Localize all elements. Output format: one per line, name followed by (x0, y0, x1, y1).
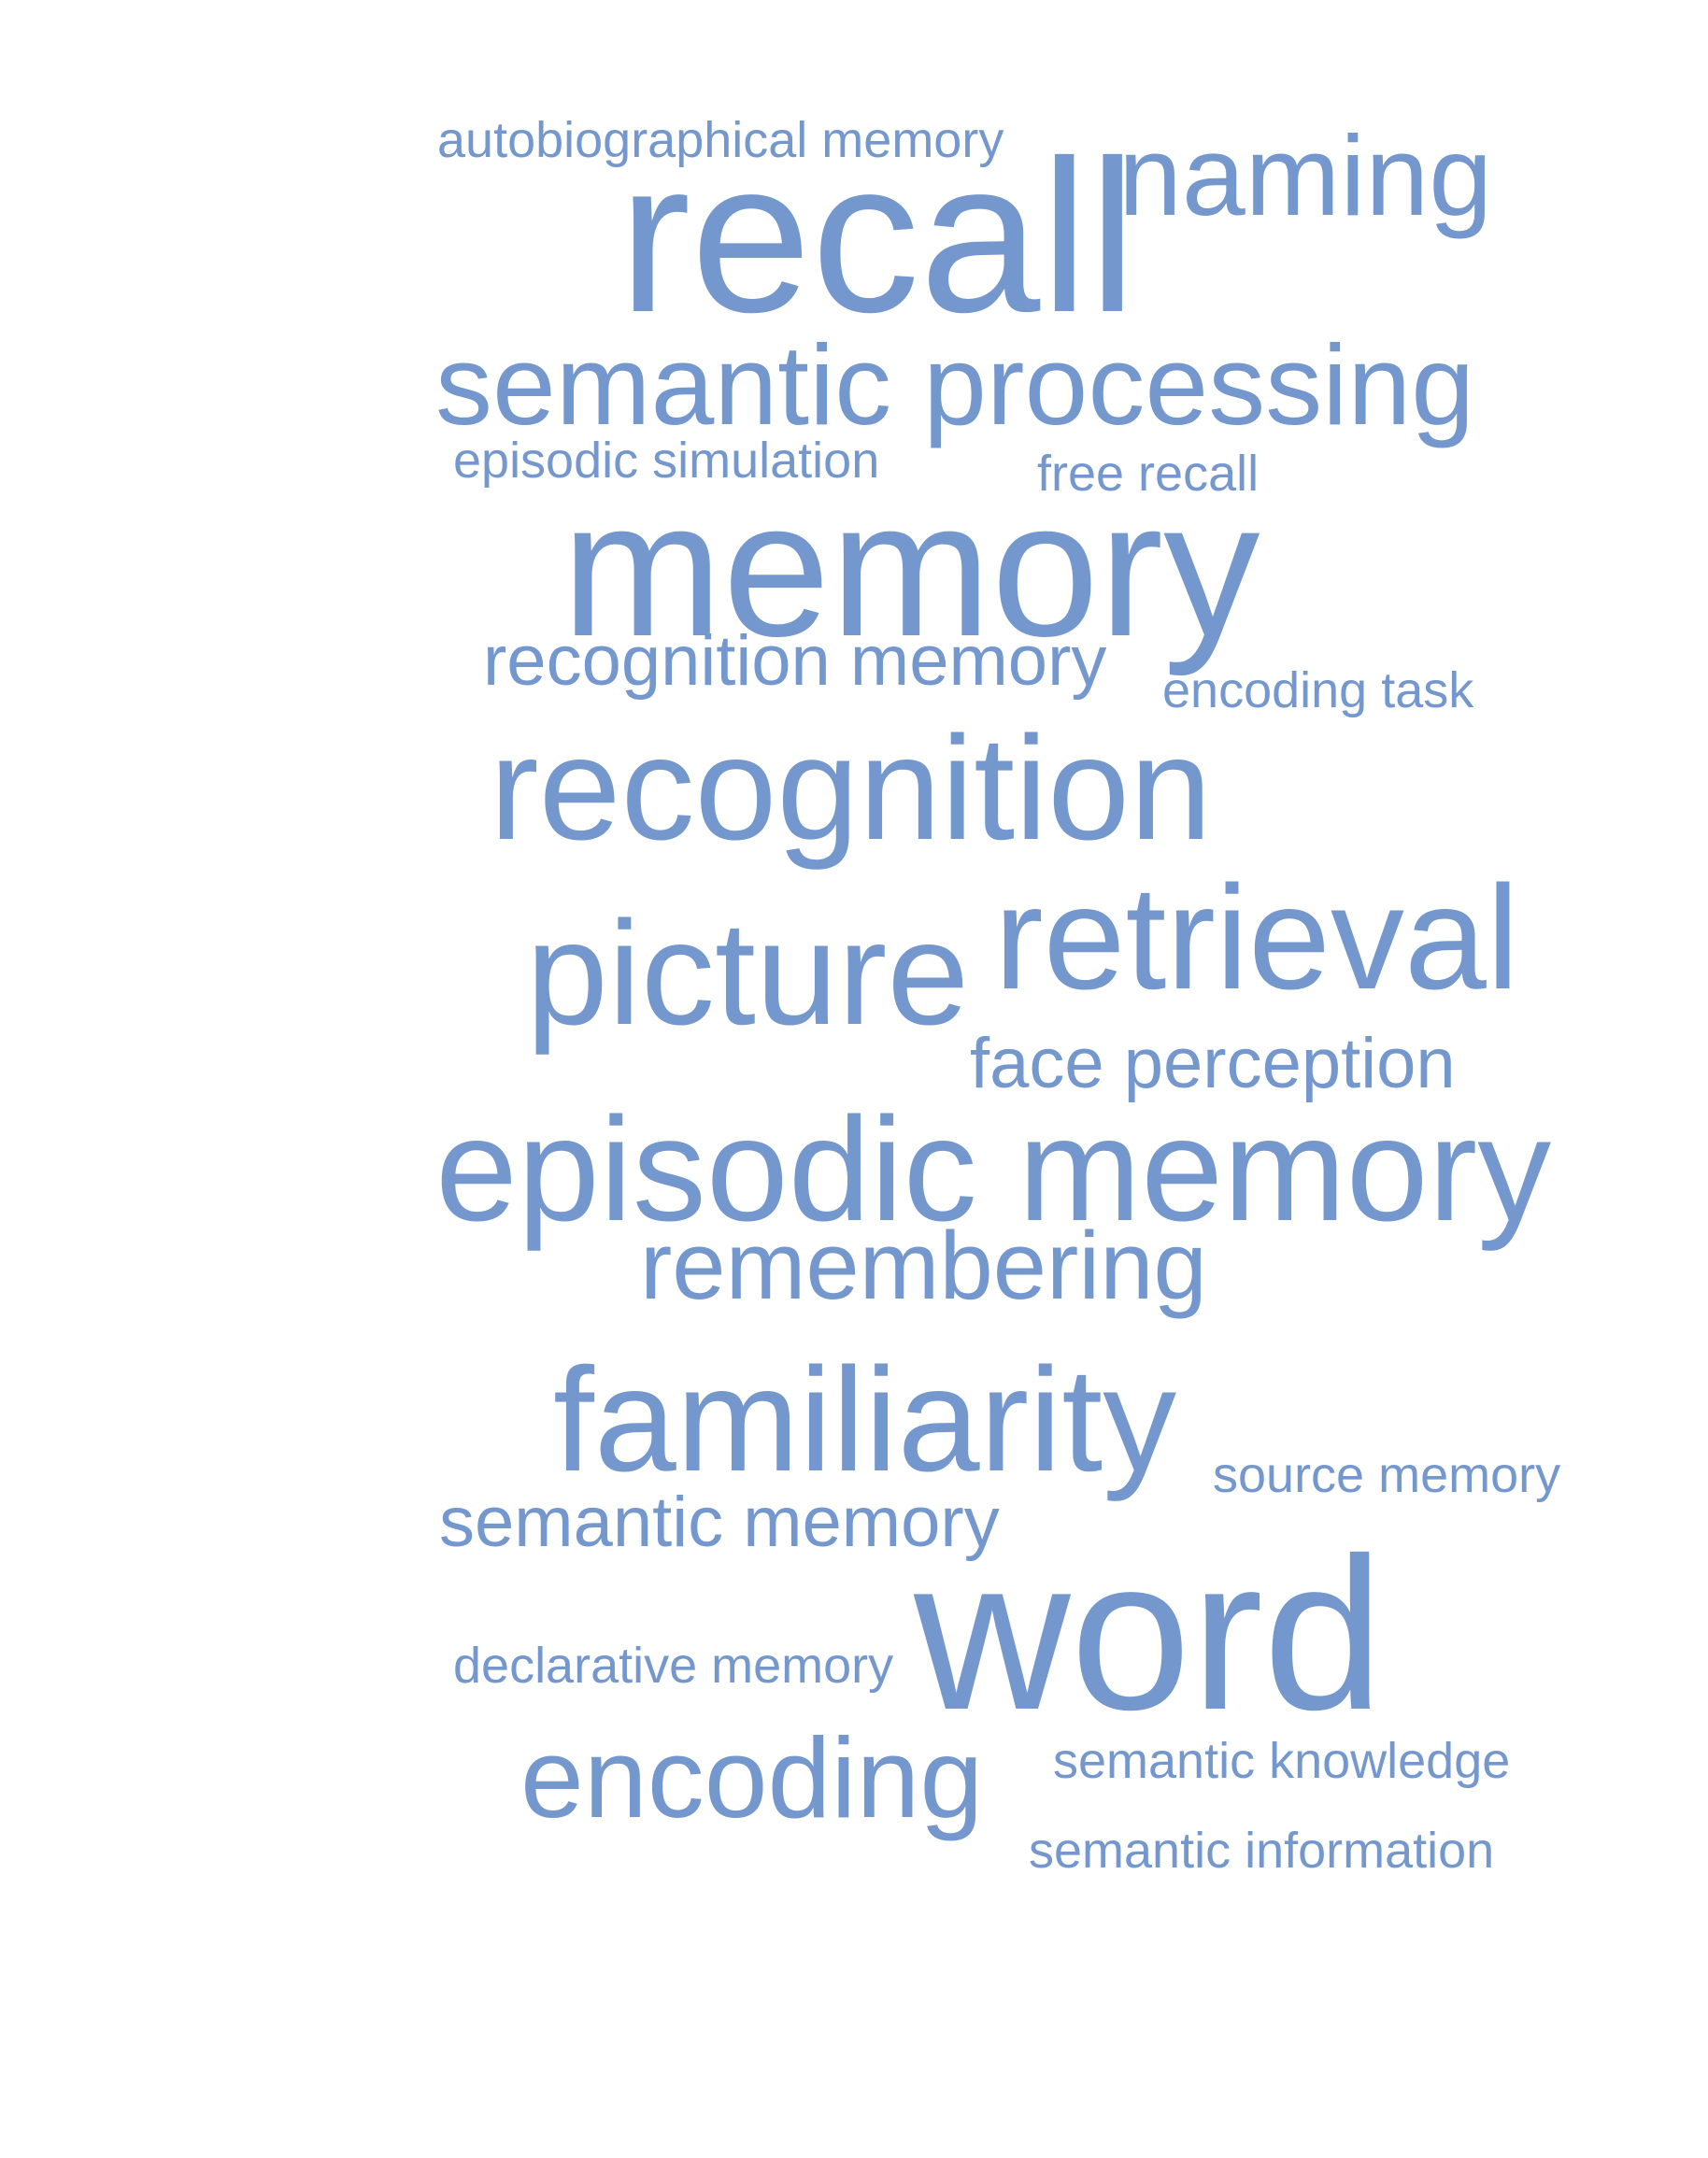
word-remembering: remembering (640, 1212, 1207, 1319)
word-episodic-simulation: episodic simulation (453, 433, 880, 489)
word-episodic-memory: episodic memory (435, 1087, 1552, 1252)
word-semantic-processing: semantic processing (435, 321, 1475, 448)
word-familiarity: familiarity (553, 1338, 1177, 1502)
word-autobiographical-memory: autobiographical memory (437, 112, 1004, 168)
word-recognition: recognition (490, 706, 1212, 871)
word-free-recall: free recall (1037, 446, 1260, 502)
word-encoding-task: encoding task (1162, 662, 1474, 718)
word-semantic-knowledge: semantic knowledge (1053, 1733, 1511, 1789)
word-retrieval: retrieval (994, 856, 1519, 1020)
word-source-memory: source memory (1213, 1447, 1561, 1503)
word-semantic-memory: semantic memory (439, 1483, 1000, 1562)
word-face-perception: face perception (970, 1024, 1456, 1103)
word-declarative-memory: declarative memory (453, 1638, 894, 1694)
word-recall: recall (619, 116, 1137, 358)
word-encoding: encoding (520, 1714, 984, 1841)
word-word: word (914, 1513, 1384, 1755)
word-recognition-memory: recognition memory (483, 621, 1107, 701)
word-naming: naming (1118, 112, 1493, 239)
word-picture: picture (526, 891, 970, 1056)
word-semantic-information: semantic information (1029, 1823, 1495, 1879)
word-memory: memory (562, 461, 1260, 676)
